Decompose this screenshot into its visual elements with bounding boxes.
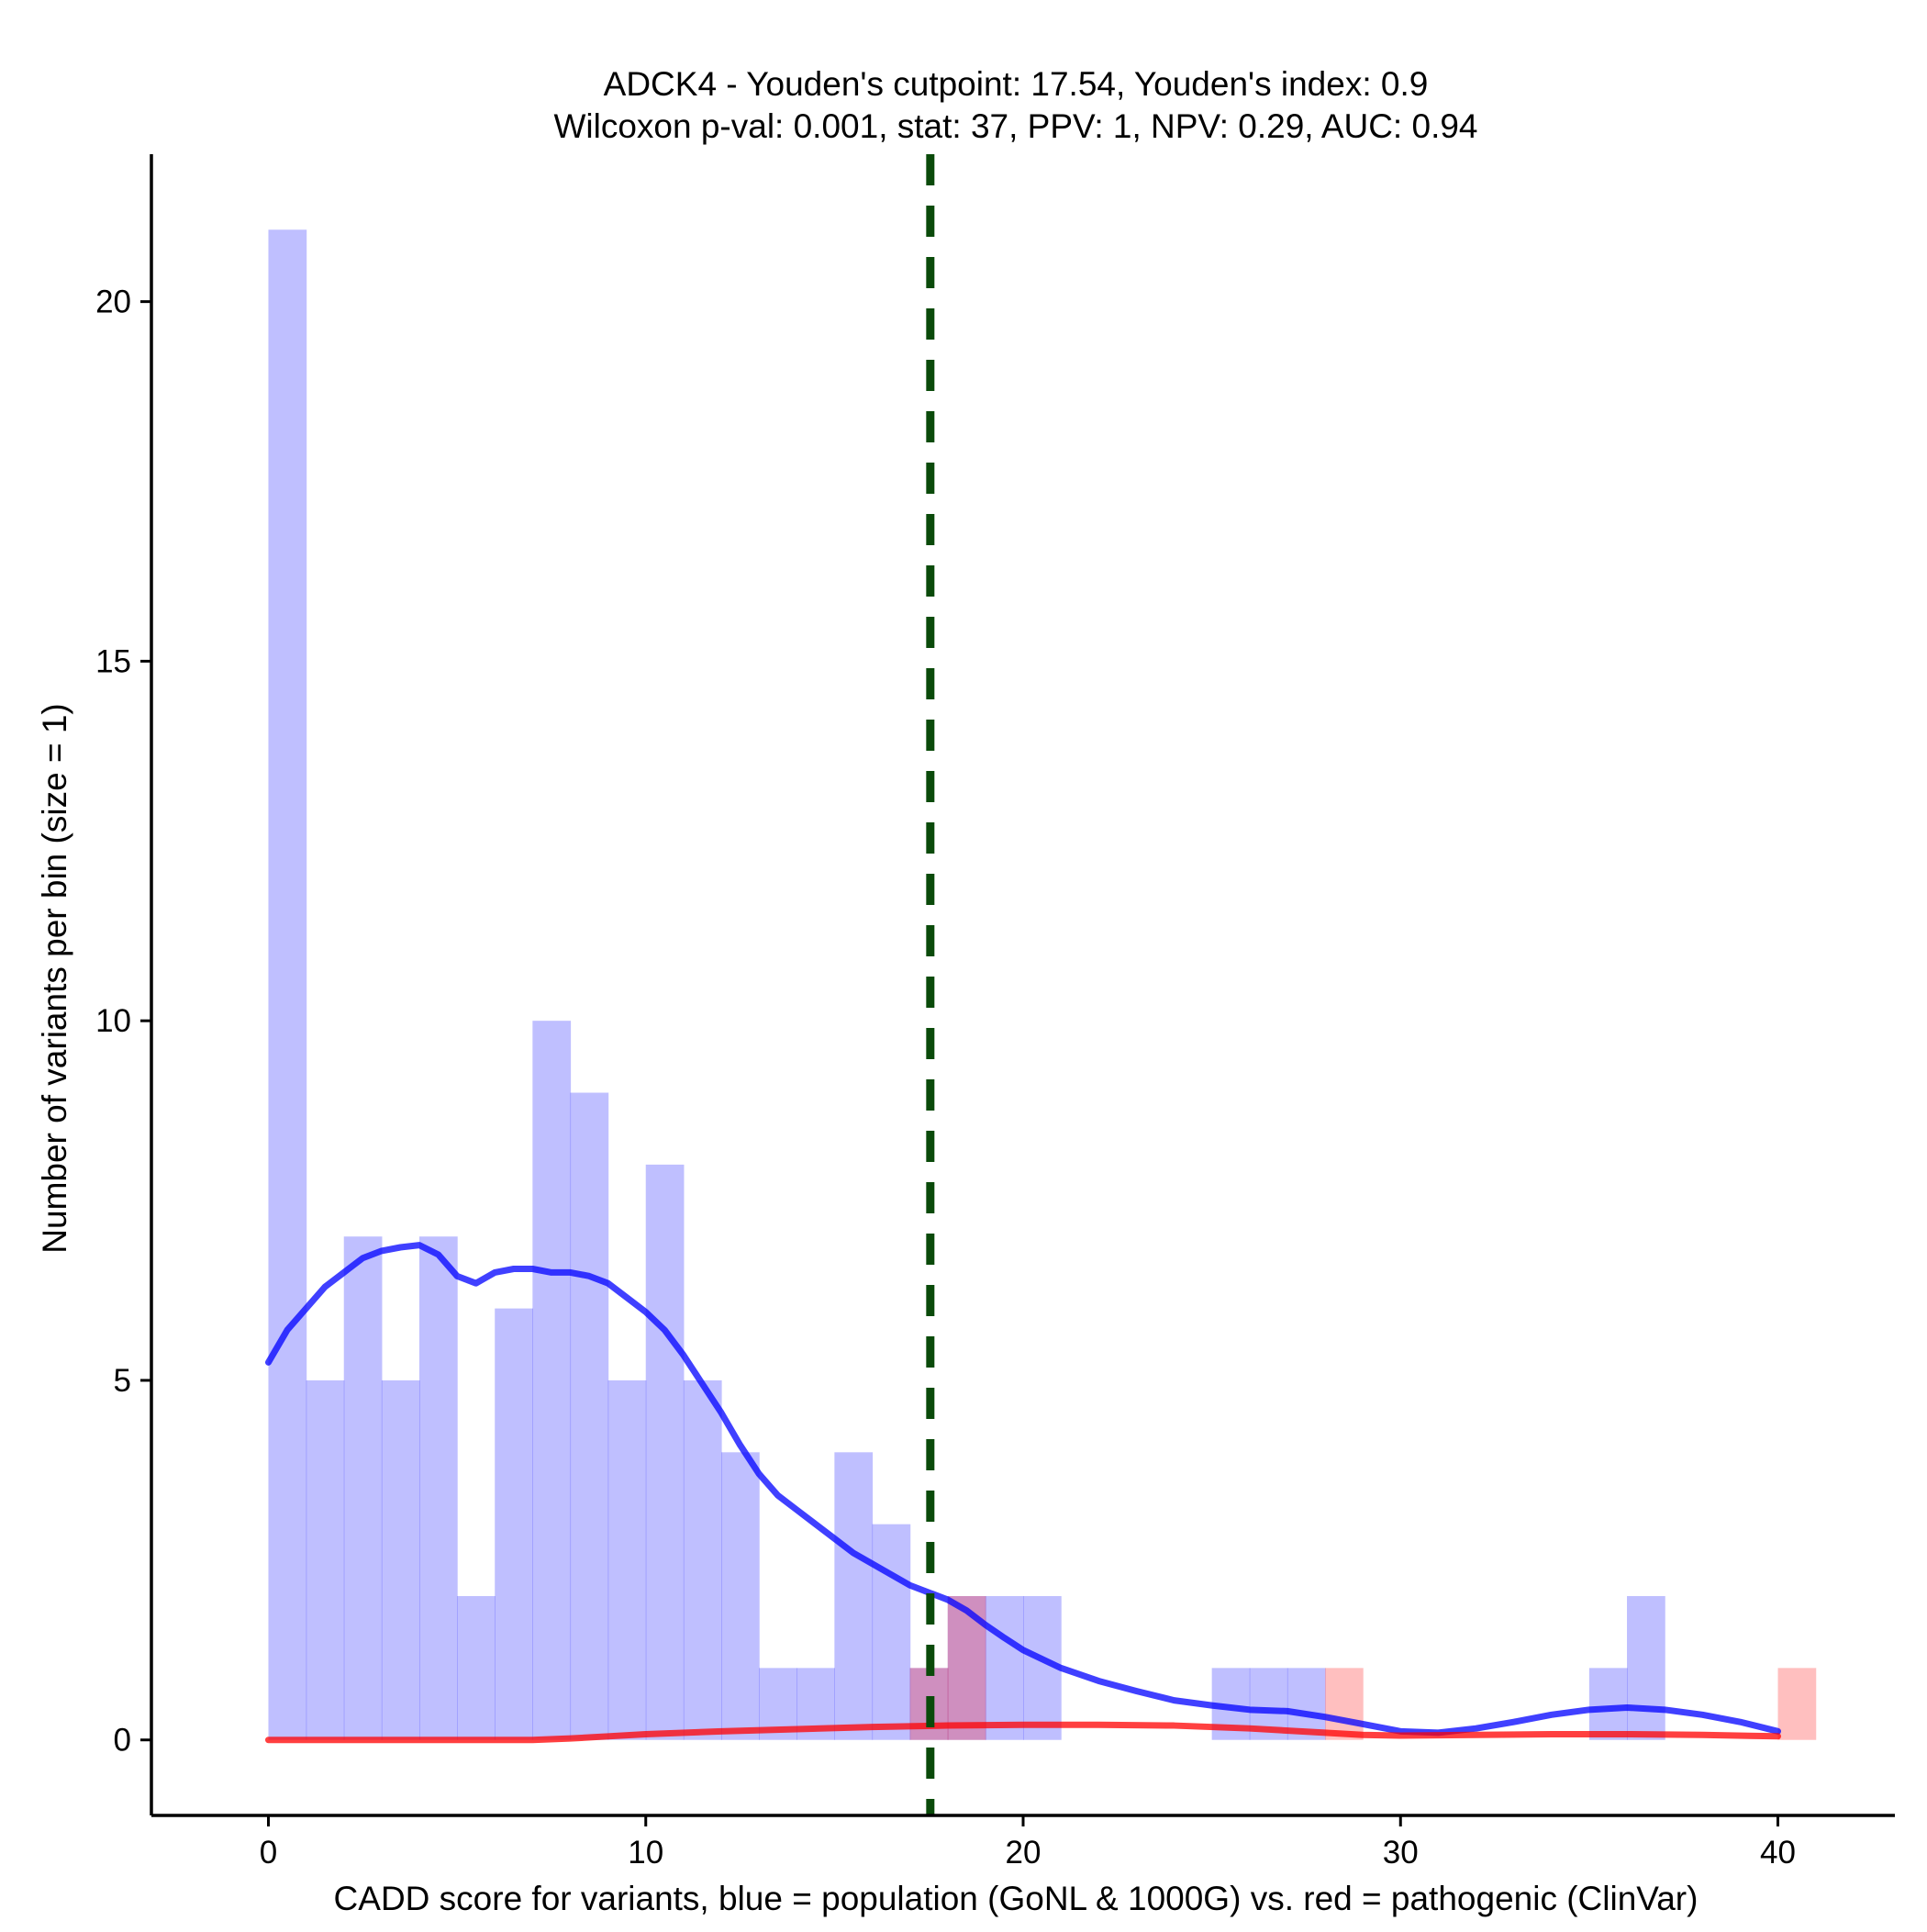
x-tick-label-20: 20	[1006, 1835, 1041, 1871]
population-bar-7	[532, 1021, 572, 1740]
x-tick-label-0: 0	[260, 1835, 277, 1871]
population-bar-12	[721, 1452, 760, 1740]
pathogenic-density-line	[264, 1721, 1782, 1744]
x-tick-label-40: 40	[1760, 1835, 1796, 1871]
histogram-bars	[268, 229, 1817, 1740]
population-bar-2	[343, 1236, 383, 1740]
x-tick-label-30: 30	[1383, 1835, 1419, 1871]
population-bar-5	[457, 1596, 496, 1740]
population-bar-35	[1588, 1668, 1628, 1740]
population-bar-0	[268, 229, 307, 1740]
population-bar-16	[872, 1524, 911, 1740]
x-axis-label: CADD score for variants, blue = populati…	[334, 1880, 1699, 1917]
y-axis-label: Number of variants per bin (size = 1)	[36, 703, 73, 1253]
population-bar-9	[607, 1379, 647, 1740]
population-bar-3	[381, 1379, 420, 1740]
chart-title-line-1: ADCK4 - Youden's cutpoint: 17.54, Youden…	[604, 65, 1429, 103]
population-density-line	[264, 1242, 1782, 1737]
population-bar-36	[1627, 1596, 1665, 1740]
axes: 0 10 20 30 40 0 5 10 15 20	[95, 154, 1895, 1871]
chart-title-line-2: Wilcoxon p-val: 0.001, stat: 37, PPV: 1,…	[553, 107, 1477, 145]
pathogenic-bar-28	[1325, 1668, 1364, 1740]
population-bar-4	[418, 1236, 458, 1740]
population-bar-1	[306, 1379, 345, 1740]
population-bar-19	[985, 1596, 1024, 1740]
y-tick-label-15: 15	[95, 643, 131, 679]
pathogenic-bar-40	[1777, 1668, 1817, 1740]
population-bar-15	[834, 1452, 874, 1740]
y-tick-label-10: 10	[95, 1003, 131, 1039]
population-bar-8	[570, 1092, 609, 1740]
x-tick-label-10: 10	[628, 1835, 663, 1871]
density-curves	[264, 1242, 1782, 1744]
population-bar-6	[495, 1308, 533, 1740]
y-tick-label-0: 0	[114, 1723, 131, 1759]
y-tick-label-20: 20	[95, 285, 131, 320]
population-bar-11	[683, 1379, 722, 1740]
population-bar-10	[645, 1164, 685, 1740]
y-tick-label-5: 5	[114, 1363, 131, 1399]
